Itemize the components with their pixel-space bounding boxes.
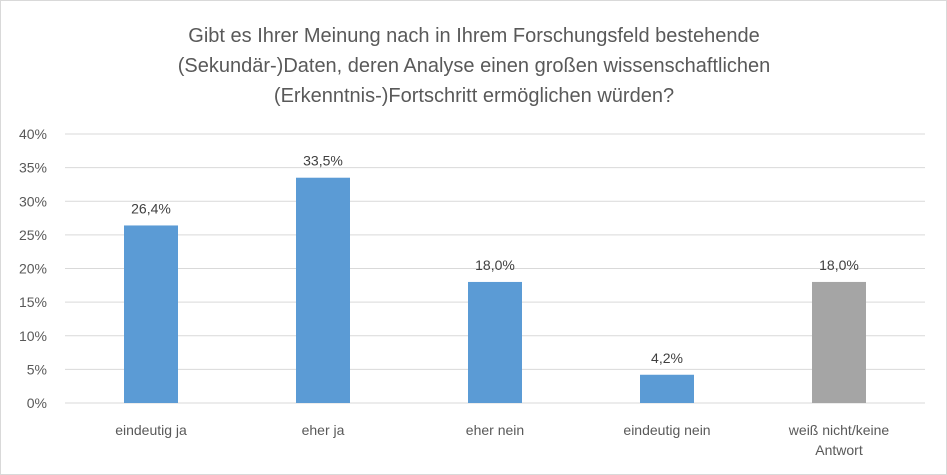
- category-label: eher nein: [466, 422, 524, 438]
- bar: [296, 177, 350, 403]
- chart-title-line-1: Gibt es Ihrer Meinung nach in Ihrem Fors…: [188, 25, 759, 47]
- category-label: eindeutig nein: [623, 422, 710, 438]
- category-label: eindeutig ja: [115, 422, 187, 438]
- y-tick-label: 5%: [27, 361, 47, 377]
- gridlines: [65, 133, 925, 404]
- bar: [640, 374, 694, 403]
- y-tick-label: 0%: [27, 395, 47, 411]
- bar: [812, 281, 866, 403]
- chart-title: Gibt es Ihrer Meinung nach in Ihrem Fors…: [178, 25, 771, 107]
- category-label: Antwort: [815, 442, 863, 458]
- bars: [124, 177, 866, 403]
- y-axis-ticks: 0% 5% 10% 15% 20% 25% 30% 35% 40%: [19, 126, 47, 411]
- bar: [468, 281, 522, 403]
- y-tick-label: 30%: [19, 193, 47, 209]
- data-labels: 26,4% 33,5% 18,0% 4,2% 18,0%: [131, 153, 859, 366]
- y-tick-label: 15%: [19, 294, 47, 310]
- x-axis-categories: eindeutig ja eher ja eher nein eindeutig ne…: [115, 422, 889, 458]
- category-label: eher ja: [302, 422, 345, 438]
- bar: [124, 225, 178, 403]
- y-tick-label: 35%: [19, 160, 47, 176]
- y-tick-label: 10%: [19, 328, 47, 344]
- data-label: 18,0%: [475, 257, 515, 273]
- y-tick-label: 25%: [19, 227, 47, 243]
- chart-title-line-3: (Erkenntnis-)Fortschritt ermöglichen wür…: [274, 85, 674, 107]
- y-tick-label: 40%: [19, 126, 47, 142]
- data-label: 18,0%: [819, 257, 859, 273]
- chart-title-line-2: (Sekundär-)Daten, deren Analyse einen gr…: [178, 55, 771, 77]
- category-label: weiß nicht/keine: [788, 422, 890, 438]
- data-label: 4,2%: [651, 350, 683, 366]
- data-label: 26,4%: [131, 200, 171, 216]
- y-tick-label: 20%: [19, 261, 47, 277]
- data-label: 33,5%: [303, 153, 343, 169]
